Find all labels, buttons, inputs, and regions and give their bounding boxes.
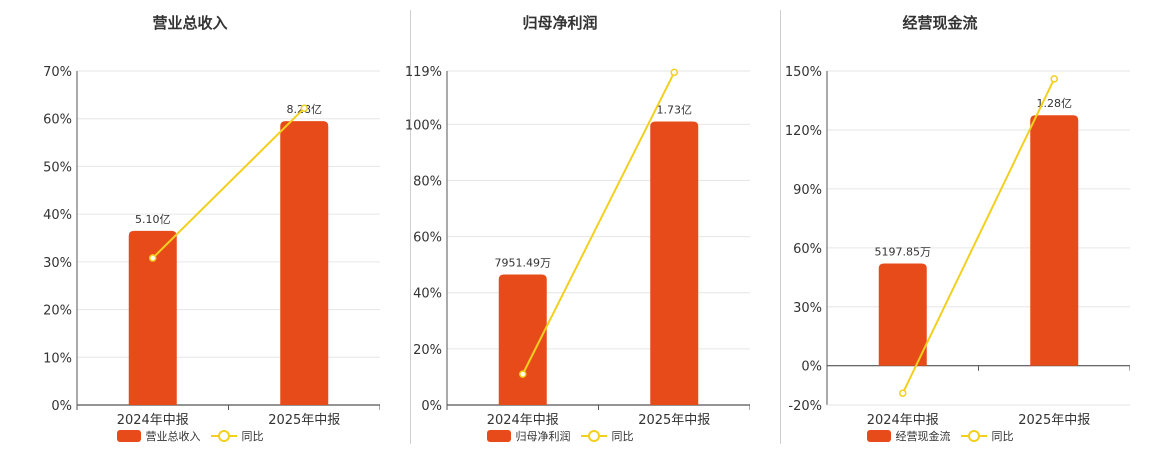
panel-divider	[410, 10, 411, 444]
legend-item-bar[interactable]: 经营现金流	[866, 428, 951, 444]
bar-value-label: 5197.85万	[875, 246, 932, 259]
bar	[280, 121, 329, 405]
bar	[1030, 115, 1079, 366]
panel-divider	[780, 10, 781, 444]
x-tick-label: 2024年中报	[867, 413, 939, 428]
legend-label-bar: 经营现金流	[895, 430, 951, 443]
chart-legend: 营业总收入 同比	[0, 428, 380, 444]
chart-title: 经营现金流	[902, 14, 978, 32]
y-tick-label: 40%	[43, 208, 72, 223]
y-tick-label: 60%	[43, 113, 72, 128]
legend-item-bar[interactable]: 营业总收入	[116, 428, 201, 444]
yoy-point	[300, 104, 308, 112]
legend-label-line: 同比	[611, 430, 634, 443]
y-tick-label: 40%	[413, 287, 442, 302]
x-tick-label: 2025年中报	[268, 413, 340, 428]
legend-label-line: 同比	[241, 430, 264, 443]
bar-swatch-icon	[116, 430, 141, 442]
net-profit-chart: 0% 20% 40% 60% 80% 100% 119% 2024年中报 2025年中报 7951…	[405, 65, 750, 428]
x-tick-label: 2025年中报	[1018, 413, 1090, 428]
legend-label-bar: 营业总收入	[145, 430, 201, 443]
yoy-line	[901, 78, 1056, 394]
y-tick-label: 60%	[413, 231, 442, 246]
y-tick-label: 30%	[43, 256, 72, 271]
legend-item-line[interactable]: 同比	[210, 428, 264, 444]
y-tick-label: 50%	[43, 160, 72, 175]
y-tick-label: 0%	[421, 399, 442, 414]
y-tick-label: 0%	[51, 399, 72, 414]
y-tick-label: -20%	[788, 399, 822, 414]
yoy-point	[670, 68, 678, 77]
yoy-point	[1050, 75, 1058, 83]
yoy-line	[521, 71, 676, 375]
line-marker-icon	[580, 430, 607, 442]
y-tick-label: 20%	[413, 343, 442, 358]
revenue-chart: 0% 10% 20% 30% 40% 50% 60% 70% 2024年中报 2025年中报 5.1…	[43, 65, 380, 428]
y-tick-label: 10%	[43, 351, 72, 366]
legend-item-line[interactable]: 同比	[580, 428, 634, 444]
y-tick-label: 80%	[413, 174, 442, 189]
y-tick-label: 100%	[405, 118, 442, 133]
bar	[498, 274, 547, 405]
line-marker-icon	[960, 430, 987, 442]
x-tick-label: 2024年中报	[487, 413, 559, 428]
legend-item-line[interactable]: 同比	[960, 428, 1014, 444]
cash-flow-chart: -20% 0% 30% 60% 90% 120% 150% 2024年中报 2025年中报 519…	[785, 65, 1130, 428]
bar-swatch-icon	[866, 430, 891, 442]
revenue-chart-panel: 营业总收入 0% 10% 20% 30% 40% 50% 60% 70% 2024年中报 2025…	[0, 0, 380, 450]
y-tick-label: 90%	[793, 183, 822, 198]
line-marker-icon	[210, 430, 237, 442]
bar	[128, 230, 177, 405]
x-tick-label: 2024年中报	[117, 413, 189, 428]
bar-value-label: 1.28亿	[1037, 97, 1073, 110]
net-profit-chart-panel: 归母净利润 0% 20% 40% 60% 80% 100% 119% 2024年中报 2025年…	[370, 0, 750, 450]
bar	[650, 121, 699, 406]
bar	[878, 263, 927, 366]
chart-title: 归母净利润	[522, 14, 598, 32]
yoy-point	[899, 389, 907, 397]
y-tick-label: 30%	[793, 301, 822, 316]
y-tick-label: 60%	[793, 242, 822, 257]
bar-value-label: 5.10亿	[135, 213, 171, 226]
chart-title: 营业总收入	[152, 14, 228, 32]
y-tick-label: 70%	[43, 65, 72, 80]
bar-swatch-icon	[486, 430, 511, 442]
y-tick-label: 150%	[785, 65, 822, 80]
x-tick-label: 2025年中报	[638, 413, 710, 428]
yoy-point	[149, 254, 157, 262]
chart-legend: 经营现金流 同比	[750, 428, 1130, 444]
y-tick-label: 20%	[43, 304, 72, 319]
bar-value-label: 7951.49万	[495, 256, 552, 269]
yoy-line	[152, 107, 305, 259]
chart-legend: 归母净利润 同比	[370, 428, 750, 444]
y-tick-label: 120%	[785, 124, 822, 139]
y-tick-label: 0%	[801, 360, 822, 375]
legend-label-line: 同比	[991, 430, 1014, 443]
y-tick-label: 119%	[405, 65, 442, 80]
legend-item-bar[interactable]: 归母净利润	[486, 428, 571, 444]
bar-value-label: 1.73亿	[657, 104, 693, 117]
legend-label-bar: 归母净利润	[515, 430, 571, 443]
cash-flow-chart-panel: 经营现金流 -20% 0% 30% 60% 90% 120% 150% 2024年中报 2025…	[750, 0, 1130, 450]
yoy-point	[519, 370, 527, 378]
